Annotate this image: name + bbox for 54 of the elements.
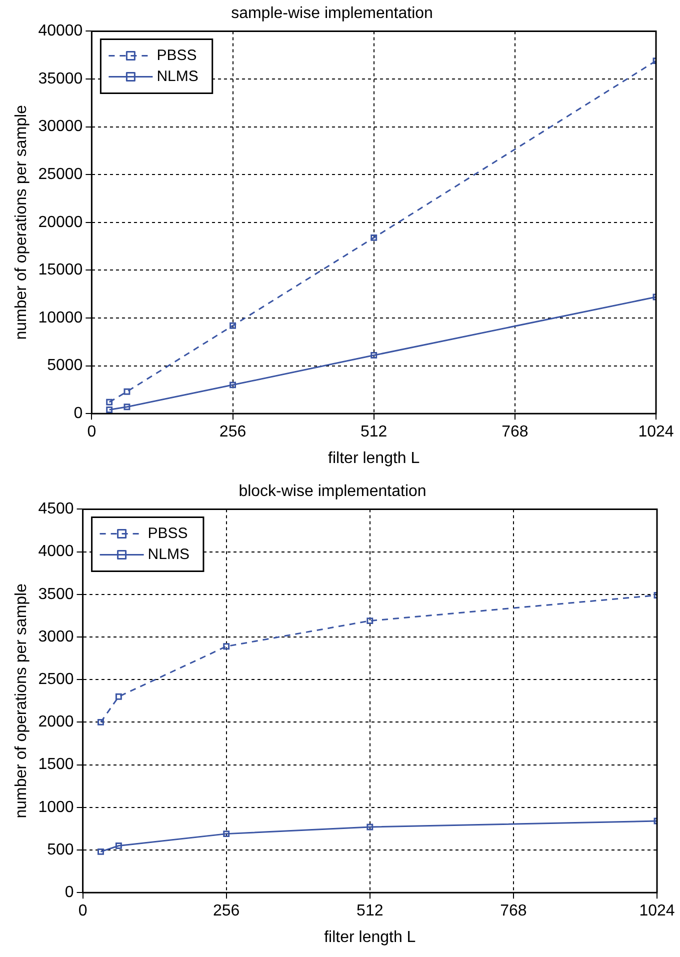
legend-label: PBSS bbox=[156, 46, 197, 64]
point bbox=[370, 234, 378, 241]
y-tick-label: 35000 bbox=[38, 70, 83, 88]
point bbox=[223, 830, 230, 838]
point bbox=[106, 398, 113, 406]
x-tick-label: 1024 bbox=[639, 902, 675, 920]
x-tick-label: 512 bbox=[360, 424, 388, 441]
y-tick-label: 3000 bbox=[38, 628, 74, 646]
y-tick-label: 15000 bbox=[38, 262, 83, 279]
point bbox=[98, 848, 104, 855]
point bbox=[115, 842, 122, 849]
y-tick-label: 4500 bbox=[38, 500, 74, 518]
legend-label: PBSS bbox=[148, 524, 188, 542]
y-tick-label: 500 bbox=[47, 841, 74, 858]
y-tick-label: 2000 bbox=[38, 714, 74, 731]
y-tick-label: 3500 bbox=[38, 586, 74, 603]
x-tick-label: 768 bbox=[500, 902, 527, 920]
x-tick-label: 256 bbox=[219, 424, 246, 441]
point bbox=[115, 693, 122, 700]
y-tick-label: 25000 bbox=[38, 166, 83, 184]
x-tick-label: 256 bbox=[212, 902, 240, 920]
point bbox=[223, 643, 230, 650]
x-axis-title: filter length L bbox=[328, 450, 420, 467]
point bbox=[366, 824, 374, 830]
point bbox=[230, 382, 236, 388]
y-tick-label: 0 bbox=[74, 405, 83, 422]
y-tick-label: 0 bbox=[64, 884, 74, 902]
y-axis-title: number of operations per sample bbox=[13, 104, 30, 340]
x-tick-label: 0 bbox=[87, 424, 96, 441]
point bbox=[106, 406, 113, 413]
y-tick-label: 20000 bbox=[38, 214, 83, 231]
y-tick-label: 1500 bbox=[38, 756, 74, 774]
y-tick-label: 40000 bbox=[38, 22, 83, 40]
chart-title: sample-wise implementation bbox=[231, 5, 433, 22]
y-tick-label: 1000 bbox=[38, 798, 74, 816]
legend-label: NLMS bbox=[148, 546, 190, 563]
y-axis-title: number of operations per sample bbox=[13, 583, 30, 818]
point bbox=[98, 718, 104, 726]
chart-title: block-wise implementation bbox=[238, 483, 426, 500]
y-tick-label: 4000 bbox=[38, 543, 74, 560]
x-axis-title: filter length L bbox=[324, 928, 416, 946]
point bbox=[124, 388, 130, 395]
x-tick-label: 512 bbox=[356, 902, 384, 920]
y-tick-label: 10000 bbox=[38, 309, 83, 326]
point bbox=[366, 618, 374, 624]
x-tick-label: 768 bbox=[502, 424, 528, 441]
y-tick-label: 2500 bbox=[38, 671, 74, 688]
x-tick-label: 1024 bbox=[638, 424, 674, 441]
legend-label: NLMS bbox=[156, 68, 198, 85]
point bbox=[230, 322, 236, 329]
y-tick-label: 5000 bbox=[47, 357, 83, 374]
point bbox=[124, 404, 130, 410]
point bbox=[370, 352, 378, 359]
y-tick-label: 30000 bbox=[38, 118, 83, 136]
